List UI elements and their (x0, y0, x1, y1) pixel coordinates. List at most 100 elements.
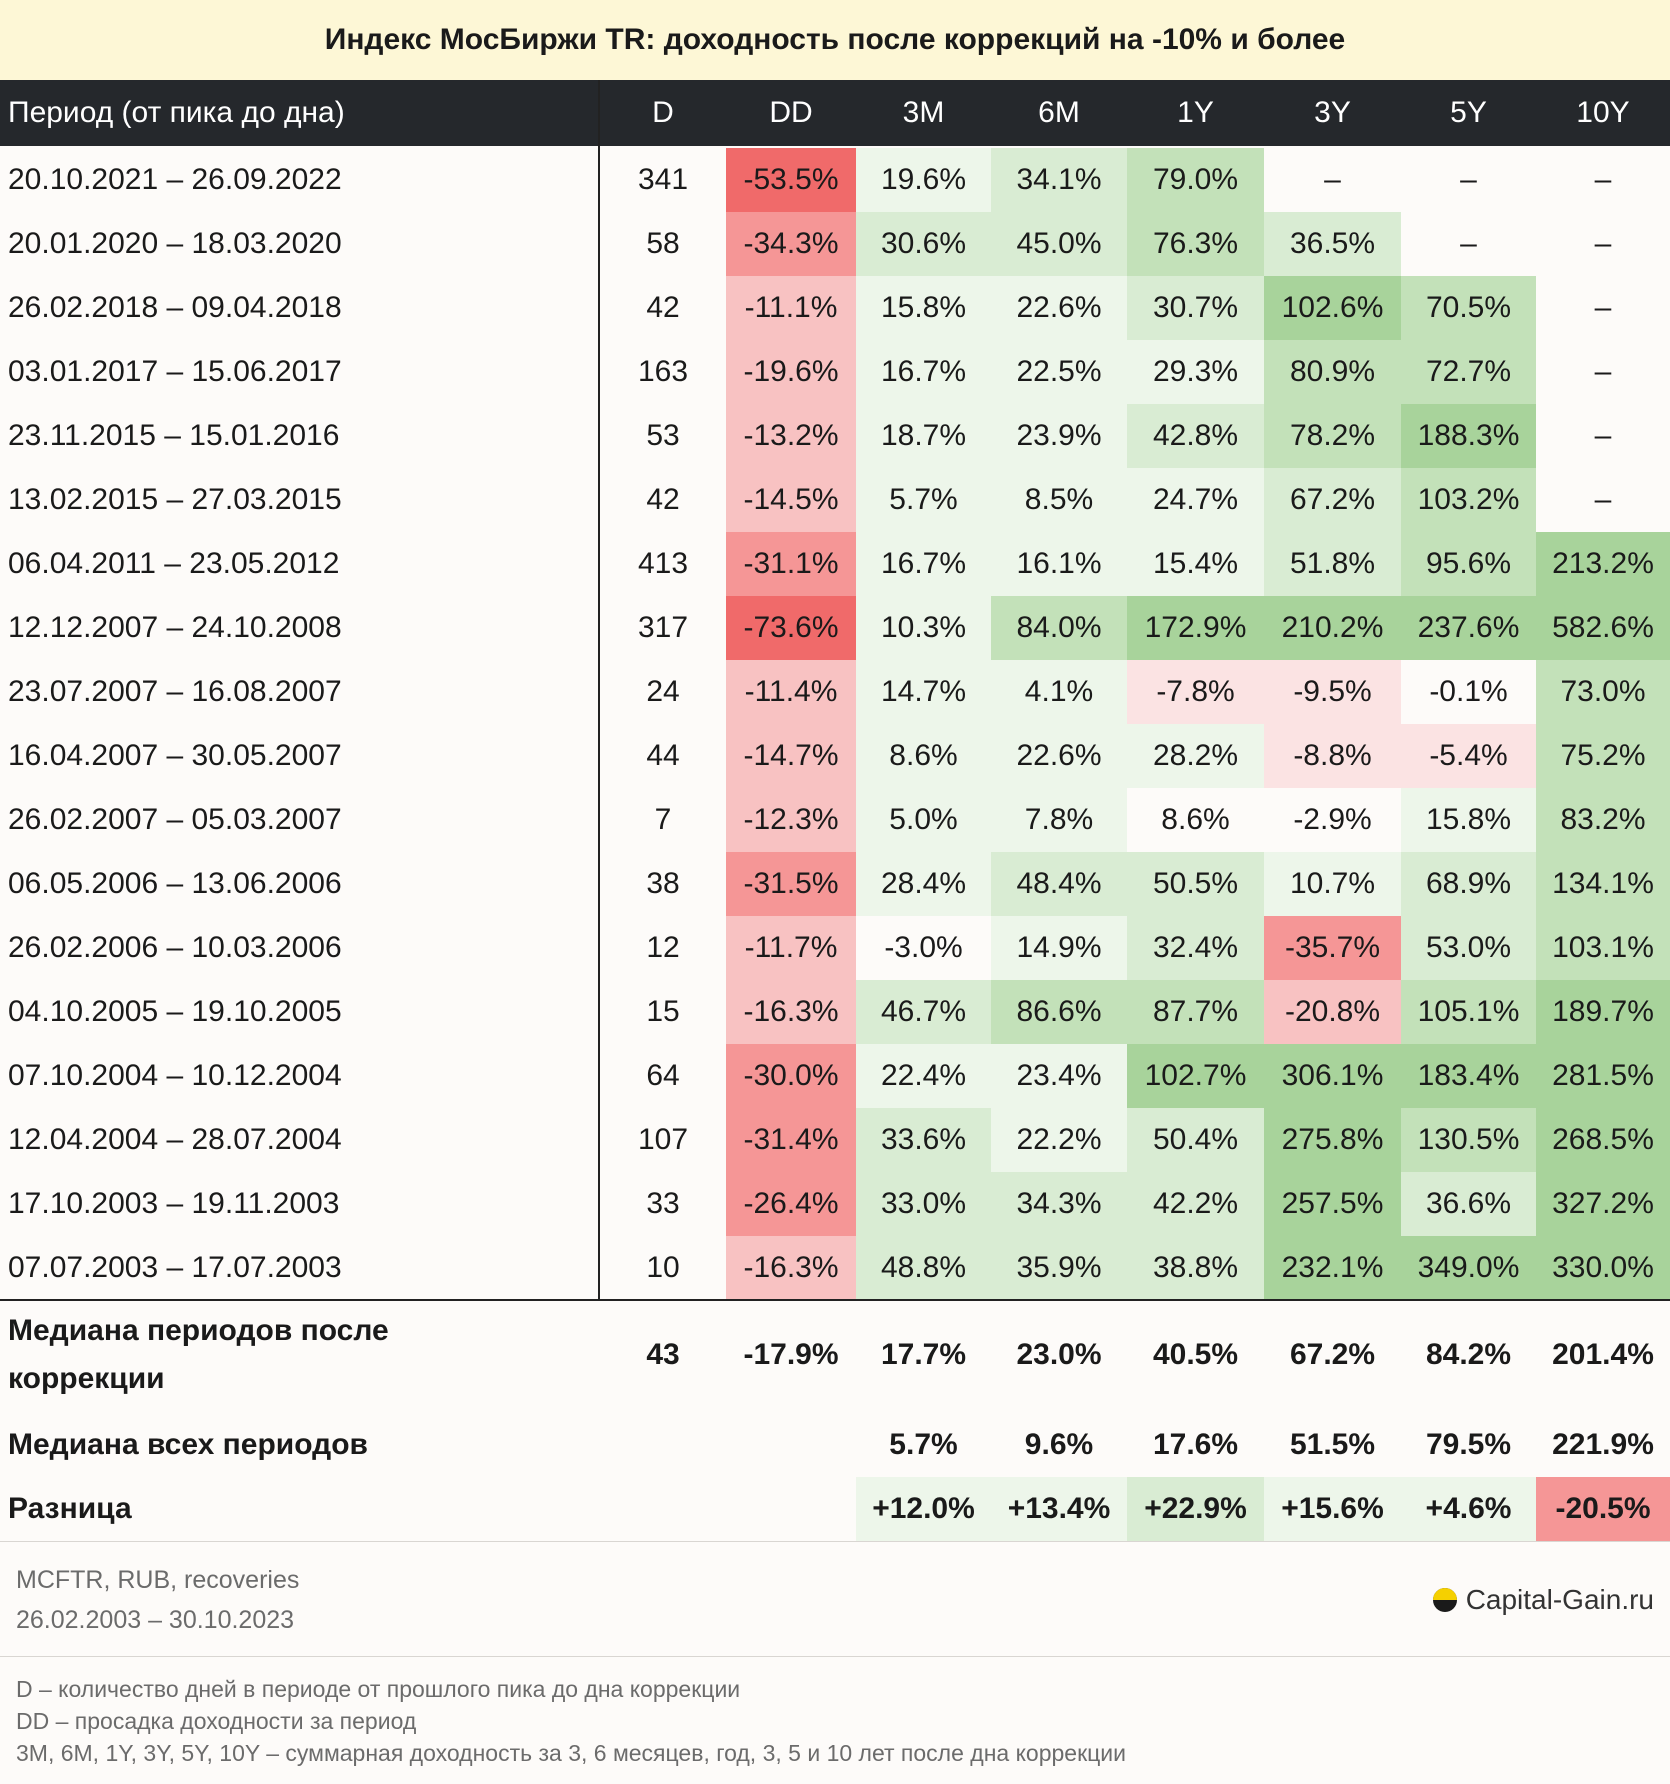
value-cell-5y: 237.6% (1401, 596, 1536, 660)
value-cell-6m: 45.0% (991, 212, 1127, 276)
value-cell-5y: 70.5% (1401, 276, 1536, 340)
value-cell-d: 15 (646, 995, 680, 1028)
value-cell-6m: 34.3% (991, 1172, 1127, 1236)
value-cell-6m: 4.1% (991, 660, 1127, 724)
value-cell-5y: 15.8% (1401, 788, 1536, 852)
value-cell-d: 33 (646, 1187, 680, 1220)
table-row: 03.01.2017 – 15.06.2017 163 -19.6% 16.7% 22.… (0, 340, 1670, 404)
period-cell: 16.04.2007 – 30.05.2007 (8, 739, 342, 772)
value-cell-10y: – (1594, 227, 1612, 260)
value-cell-dd: -14.7% (726, 724, 856, 788)
period-cell: 17.10.2003 – 19.11.2003 (8, 1187, 340, 1220)
header-5y: 5Y (1450, 96, 1487, 129)
source-date-range: 26.02.2003 – 30.10.2023 (16, 1606, 295, 1634)
value-cell-6m: 14.9% (991, 916, 1127, 980)
value-cell-6m: 22.2% (991, 1108, 1127, 1172)
note-returns: 3M, 6M, 1Y, 3Y, 5Y, 10Y – суммарная дохо… (16, 1740, 1126, 1766)
value-cell-d: 341 (637, 163, 689, 196)
value-cell-10y: 330.0% (1536, 1236, 1670, 1300)
value-cell-3y: -35.7% (1264, 916, 1401, 980)
value-cell-6m: 8.5% (991, 468, 1127, 532)
value-cell-dd: -12.3% (726, 788, 856, 852)
value-cell-3m: 33.0% (856, 1172, 991, 1236)
period-cell: 04.10.2005 – 19.10.2005 (8, 995, 342, 1028)
value-cell-10y: 213.2% (1536, 532, 1670, 596)
value-cell-dd: -53.5% (726, 148, 856, 212)
table-row: 20.10.2021 – 26.09.2022 341 -53.5% 19.6% 34.… (0, 148, 1670, 212)
value-cell-dd: -14.5% (726, 468, 856, 532)
value-cell-6m: 48.4% (991, 852, 1127, 916)
header-d: D (652, 96, 674, 129)
table-row: 06.04.2011 – 23.05.2012 413 -31.1% 16.7% 16.… (0, 532, 1670, 596)
period-cell: 20.01.2020 – 18.03.2020 (8, 227, 342, 260)
summary-value: 221.9% (1552, 1428, 1654, 1461)
value-cell-3y: 232.1% (1264, 1236, 1401, 1300)
value-cell-10y: – (1594, 483, 1612, 516)
table-row: 12.04.2004 – 28.07.2004 107 -31.4% 33.6% 22.… (0, 1108, 1670, 1172)
value-cell-d: 38 (646, 867, 680, 900)
value-cell-3y: 102.6% (1264, 276, 1401, 340)
table-row: 26.02.2006 – 10.03.2006 12 -11.7% -3.0% 14.9… (0, 916, 1670, 980)
value-cell-dd: -13.2% (726, 404, 856, 468)
value-cell-3m: 8.6% (856, 724, 991, 788)
value-cell-3m: 5.7% (856, 468, 991, 532)
value-cell-d: 64 (646, 1059, 680, 1092)
table-row: 23.07.2007 – 16.08.2007 24 -11.4% 14.7% 4.1%… (0, 660, 1670, 724)
value-cell-dd: -11.7% (726, 916, 856, 980)
value-cell-6m: 23.4% (991, 1044, 1127, 1108)
summary-value: -20.5% (1536, 1477, 1670, 1541)
value-cell-10y: 189.7% (1536, 980, 1670, 1044)
value-cell-6m: 22.5% (991, 340, 1127, 404)
value-cell-1y: 42.8% (1127, 404, 1264, 468)
summary-value: 17.6% (1152, 1428, 1239, 1461)
value-cell-1y: 42.2% (1127, 1172, 1264, 1236)
value-cell-1y: 8.6% (1161, 803, 1230, 836)
value-cell-dd: -19.6% (726, 340, 856, 404)
brand-logo[interactable]: Capital-Gain.ru (1432, 1580, 1654, 1620)
value-cell-3m: 18.7% (856, 404, 991, 468)
value-cell-1y: 38.8% (1127, 1236, 1264, 1300)
value-cell-1y: -7.8% (1127, 660, 1264, 724)
value-cell-1y: 32.4% (1127, 916, 1264, 980)
value-cell-dd: -11.4% (726, 660, 856, 724)
period-cell: 12.12.2007 – 24.10.2008 (8, 611, 342, 644)
value-cell-dd: -30.0% (726, 1044, 856, 1108)
period-cell: 23.11.2015 – 15.01.2016 (8, 419, 340, 452)
value-cell-1y: 24.7% (1127, 468, 1264, 532)
value-cell-1y: 15.4% (1127, 532, 1264, 596)
value-cell-6m: 34.1% (991, 148, 1127, 212)
summary-value: +13.4% (991, 1477, 1127, 1541)
value-cell-1y: 102.7% (1127, 1044, 1264, 1108)
header-6m: 6M (1038, 96, 1080, 129)
value-cell-10y: – (1594, 355, 1612, 388)
value-cell-dd: -31.4% (726, 1108, 856, 1172)
value-cell-d: 10 (646, 1251, 680, 1284)
value-cell-6m: 86.6% (991, 980, 1127, 1044)
value-cell-5y: 72.7% (1401, 340, 1536, 404)
value-cell-1y: 28.2% (1127, 724, 1264, 788)
source-series: MCFTR, RUB, recoveries (16, 1566, 300, 1594)
value-cell-3y: 257.5% (1264, 1172, 1401, 1236)
value-cell-3m: 19.6% (856, 148, 991, 212)
period-cell: 07.10.2004 – 10.12.2004 (8, 1059, 342, 1092)
header-3y: 3Y (1314, 96, 1351, 129)
note-dd: DD – просадка доходности за период (16, 1708, 417, 1734)
period-cell: 20.10.2021 – 26.09.2022 (8, 163, 342, 196)
value-cell-3m: 46.7% (856, 980, 991, 1044)
value-cell-dd: -11.1% (726, 276, 856, 340)
value-cell-10y: 83.2% (1536, 788, 1670, 852)
period-cell: 07.07.2003 – 17.07.2003 (8, 1251, 342, 1284)
value-cell-1y: 76.3% (1127, 212, 1264, 276)
value-cell-10y: 268.5% (1536, 1108, 1670, 1172)
summary-value: 5.7% (889, 1428, 958, 1461)
summary-value: 201.4% (1552, 1338, 1654, 1371)
value-cell-6m: 84.0% (991, 596, 1127, 660)
header-period: Период (от пика до дна) (8, 96, 345, 129)
period-cell: 12.04.2004 – 28.07.2004 (8, 1123, 342, 1156)
value-cell-5y: 53.0% (1401, 916, 1536, 980)
value-cell-5y: 349.0% (1401, 1236, 1536, 1300)
value-cell-3m: 28.4% (856, 852, 991, 916)
table-row: 06.05.2006 – 13.06.2006 38 -31.5% 28.4% 48.4… (0, 852, 1670, 916)
table-row: 26.02.2007 – 05.03.2007 7 -12.3% 5.0% 7.8% 8.… (0, 788, 1670, 852)
summary-value (600, 1477, 726, 1541)
